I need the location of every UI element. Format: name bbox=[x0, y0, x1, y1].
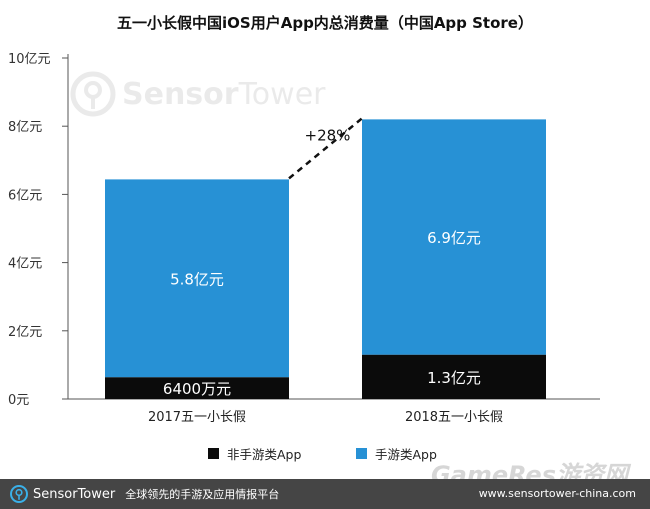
growth-connector bbox=[288, 117, 363, 180]
data-label: 5.8亿元 bbox=[170, 270, 224, 288]
data-label: 1.3亿元 bbox=[427, 369, 481, 387]
data-label: 6.9亿元 bbox=[427, 229, 481, 247]
bar-segment bbox=[105, 179, 289, 378]
y-tick-label: 2亿元 bbox=[8, 325, 42, 340]
y-tick-label: 10亿元 bbox=[8, 52, 51, 67]
bar-segment bbox=[362, 354, 546, 399]
legend-item-non-game: 非手游类App bbox=[208, 444, 301, 463]
x-tick-label: 2018五一小长假 bbox=[405, 410, 503, 425]
stacked-bar-chart: 0元 2亿元 4亿元 6亿元 8亿元 10亿元 6400万元 5.8亿元 2017五一小长假 1.… bbox=[8, 52, 600, 425]
sensortower-logo-icon bbox=[10, 485, 28, 503]
data-label: 6400万元 bbox=[163, 380, 231, 398]
growth-annotation: +28% bbox=[305, 126, 351, 144]
x-tick-label: 2017五一小长假 bbox=[148, 410, 246, 425]
footer-brand-a: Sensor bbox=[33, 486, 78, 502]
y-tick-label: 4亿元 bbox=[8, 257, 42, 272]
y-tick-label: 0元 bbox=[8, 393, 29, 408]
watermark-brand-b: Tower bbox=[238, 76, 326, 112]
legend-swatch-non-game bbox=[208, 448, 219, 459]
legend-swatch-game bbox=[356, 448, 367, 459]
footer-logo: SensorTower bbox=[10, 485, 115, 503]
sensortower-watermark-icon bbox=[70, 71, 116, 117]
y-tick-label: 6亿元 bbox=[8, 188, 42, 203]
footer-bar: SensorTower 全球领先的手游及应用情报平台 www.sensortow… bbox=[0, 479, 650, 509]
legend-item-game: 手游类App bbox=[356, 444, 437, 463]
watermark-brand-a: Sensor bbox=[122, 76, 239, 112]
footer-slogan: 全球领先的手游及应用情报平台 bbox=[125, 488, 280, 501]
bar-segment bbox=[105, 377, 289, 399]
chart-title: 五一小长假中国iOS用户App内总消费量（中国App Store） bbox=[117, 14, 533, 32]
bar-segment bbox=[362, 119, 546, 355]
sensortower-watermark: SensorTower bbox=[70, 64, 326, 124]
footer-brand-b: Tower bbox=[77, 486, 116, 502]
footer-url[interactable]: www.sensortower-china.com bbox=[478, 487, 636, 500]
y-tick-label: 8亿元 bbox=[8, 120, 42, 135]
legend-label-non-game: 非手游类App bbox=[227, 447, 302, 462]
legend-label-game: 手游类App bbox=[375, 447, 437, 462]
